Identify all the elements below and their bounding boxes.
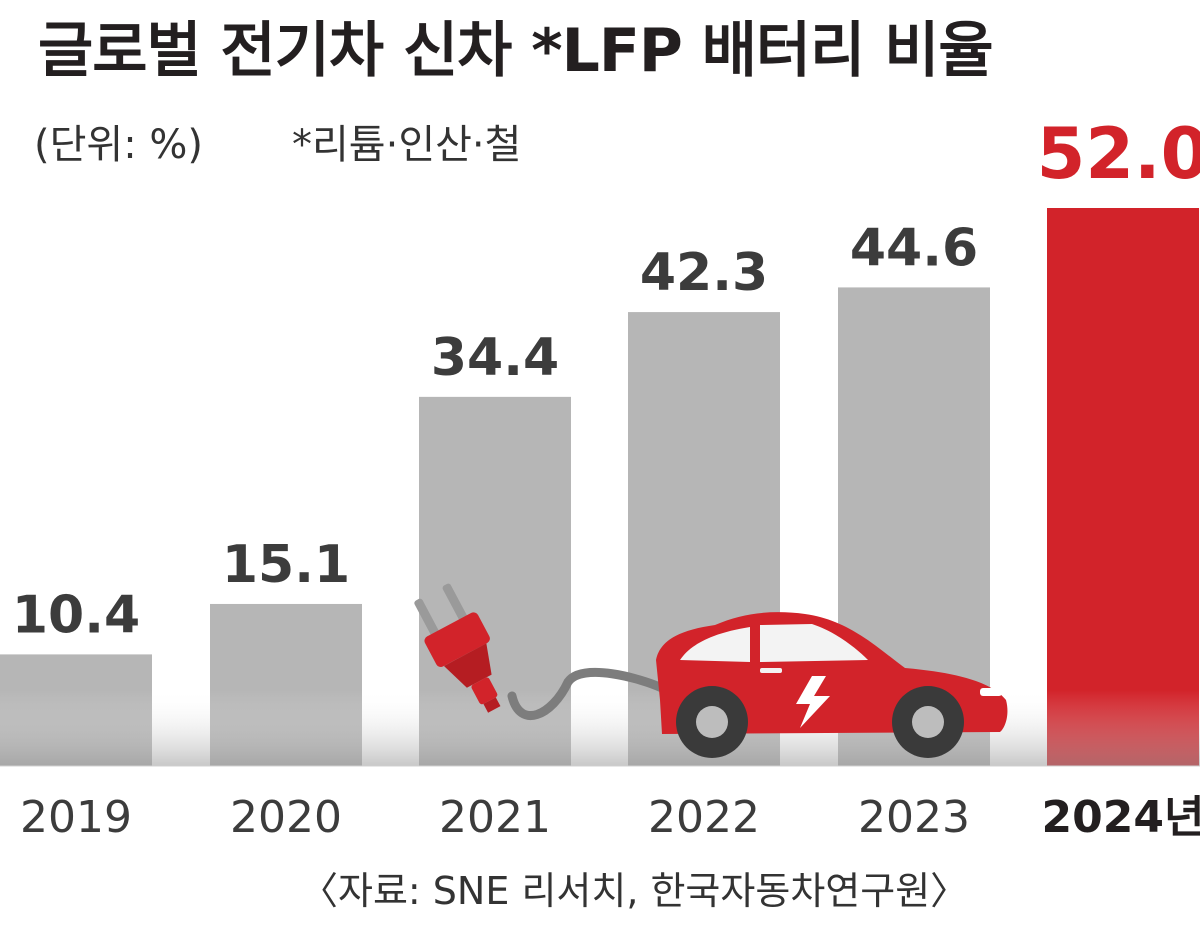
category-label-0: 2019 bbox=[20, 792, 132, 843]
plug-icon bbox=[414, 583, 501, 713]
category-label-4: 2023 bbox=[858, 792, 970, 843]
value-label-4: 44.6 bbox=[850, 218, 978, 278]
category-label-3: 2022 bbox=[648, 792, 760, 843]
value-label-0: 10.4 bbox=[12, 585, 140, 645]
lightning-icon bbox=[796, 676, 830, 728]
car-handle bbox=[760, 668, 782, 673]
car-headlight bbox=[980, 688, 1002, 696]
value-label-2: 34.4 bbox=[431, 328, 559, 388]
labels-layer: 10.4 2019 15.1 2020 34.4 2021 42.3 2022 44.6 2023… bbox=[12, 113, 1200, 843]
value-label-5: 52.0 bbox=[1037, 113, 1200, 195]
chart-title: 글로벌 전기차 신차 *LFP 배터리 비율 bbox=[38, 16, 994, 86]
source-credit: 〈자료: SNE 리서치, 한국자동차연구원〉 bbox=[300, 869, 969, 913]
ground-shadow bbox=[0, 690, 1200, 766]
value-label-1: 15.1 bbox=[222, 535, 350, 595]
category-label-1: 2020 bbox=[230, 792, 342, 843]
value-label-3: 42.3 bbox=[640, 243, 768, 303]
car-window-rear bbox=[680, 627, 750, 662]
bars-layer bbox=[0, 208, 1199, 766]
unit-label: (단위: %) bbox=[34, 122, 204, 168]
charging-cable bbox=[507, 667, 667, 720]
category-label-5: 2024년 bbox=[1042, 792, 1200, 843]
electric-car-illustration bbox=[414, 583, 1008, 758]
lfp-footnote: *리튬·인산·철 bbox=[292, 122, 522, 168]
car-window-front bbox=[760, 624, 868, 662]
category-label-2: 2021 bbox=[439, 792, 551, 843]
bar-5 bbox=[1047, 208, 1199, 766]
